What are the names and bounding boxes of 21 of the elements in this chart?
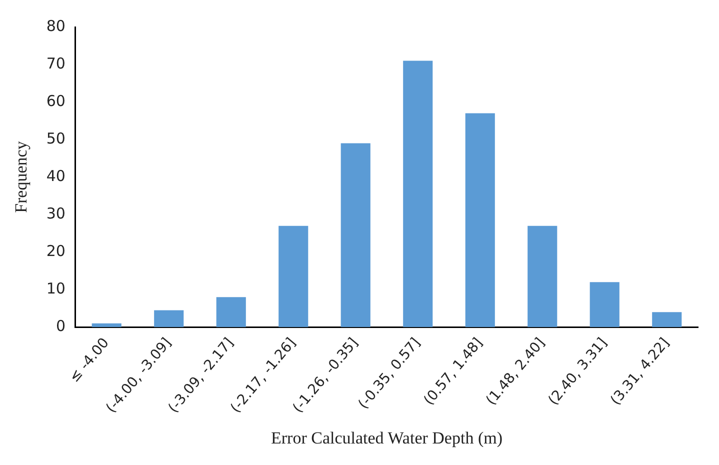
y-tick-label: 30 xyxy=(46,204,66,222)
bar xyxy=(652,312,682,328)
y-tick-label: 0 xyxy=(56,317,66,336)
bar xyxy=(403,60,433,328)
y-tick-label: 10 xyxy=(46,279,66,298)
y-tick-label: 40 xyxy=(46,166,66,185)
x-axis-title: Error Calculated Water Depth (m) xyxy=(270,428,502,448)
bar xyxy=(528,226,558,328)
y-tick-label: 60 xyxy=(46,92,66,110)
y-tick-label: 80 xyxy=(46,16,66,35)
y-axis-title: Frequency xyxy=(12,140,31,213)
bar xyxy=(154,310,184,328)
bar xyxy=(278,226,308,328)
bar xyxy=(216,297,246,328)
bar xyxy=(465,113,495,328)
bar xyxy=(340,143,370,328)
bar xyxy=(590,282,620,328)
y-tick-label: 50 xyxy=(46,129,66,148)
y-tick-label: 20 xyxy=(46,242,66,260)
bar xyxy=(92,323,122,328)
y-tick-label: 70 xyxy=(46,54,66,72)
